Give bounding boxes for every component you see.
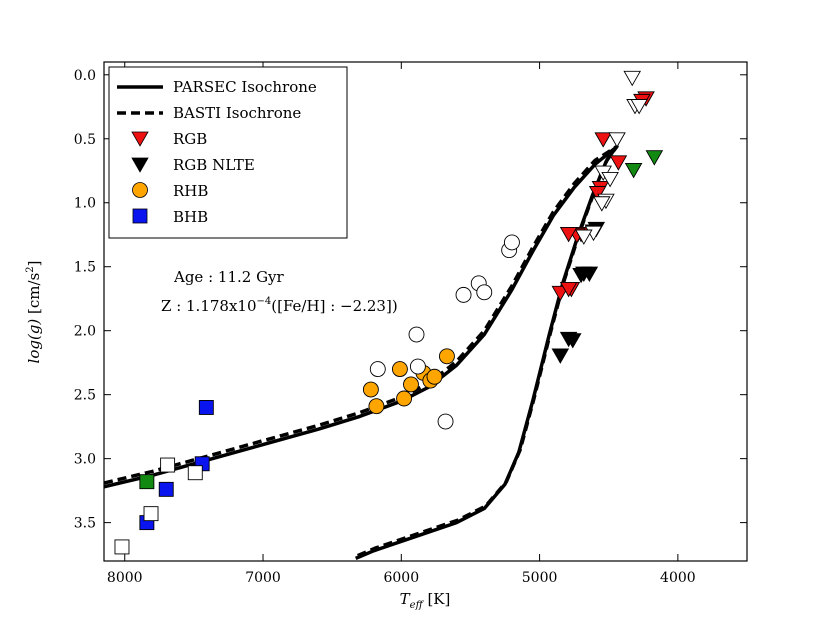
legend-rgb-nlte-marker [131,157,149,173]
bhb-green-point [139,474,155,490]
legend-label-bhb: BHB [173,208,208,226]
rhb-point [426,368,443,385]
rgb-open-point [593,196,611,212]
rhb-open-point [476,284,493,301]
rgb-point [609,155,628,171]
legend-bhb-marker [132,208,148,224]
bhb-point [198,400,214,415]
y-tick-label: 3.5 [74,516,96,532]
rhb-point [403,376,419,393]
rgb-open-point [630,99,648,115]
rgb-open-point [608,132,626,148]
y-tick-label: 1.0 [74,196,96,212]
legend: PARSEC Isochrone BASTI Isochrone RGB RGB… [108,66,348,239]
y-tick-label: 2.0 [74,324,96,340]
bhb-point [158,481,174,497]
rhb-point [362,381,379,398]
rgb-open-point [601,171,619,188]
y-axis-label: log(g) [cm/s2] [25,261,43,364]
rgb-open-point [575,229,593,245]
rhb-point [368,398,385,415]
rgb-point [588,186,607,202]
rgb-green-point [645,150,664,166]
x-tick-label: 4000 [660,570,696,586]
legend-rhb-marker [132,182,148,198]
bhb-open-point [187,465,203,481]
bhb-open-point [143,506,159,522]
rgb-point [559,227,578,243]
y-tick-label: 2.5 [74,388,96,404]
rhb-point [396,390,413,407]
x-tick-label: 6000 [383,570,419,586]
bhb-open-point [160,457,176,473]
x-tick-label: 7000 [245,570,281,586]
rgb-nlte-point [572,267,590,284]
rgb-green-point [624,163,643,179]
y-tick-label: 1.5 [74,260,96,276]
legend-label-basti: BASTI Isochrone [173,104,301,122]
plot-frame [103,61,748,562]
age-annotation: Age : 11.2 Gyr [173,268,285,286]
x-tick-label: 8000 [107,570,143,586]
rhb-open-point [409,358,426,375]
rgb-open-point [623,70,642,87]
rgb-nlte-point [563,333,582,349]
legend-label-rgb-nlte: RGB NLTE [173,156,255,174]
rhb-open-point [369,361,386,378]
rhb-open-point [455,286,472,303]
legend-label-parsec: PARSEC Isochrone [173,78,317,96]
y-tick-label: 3.0 [74,452,96,468]
basti-isochrone-line [104,144,619,558]
rhb-open-point [437,413,454,430]
rgb-point [594,132,612,148]
legend-box [108,66,348,239]
rhb-point [438,348,455,365]
data-markers [114,70,664,555]
axis-ticks: 8000 7000 6000 5000 4000 0.0 0.5 1.0 1.5 2.0 2.5 3.… [74,62,747,586]
x-axis-label: Teff [K] [400,590,451,611]
rhb-open-point [503,234,520,251]
rgb-nlte-point [551,348,570,364]
x-tick-label: 5000 [522,570,558,586]
rhb-open-point [408,326,425,343]
legend-label-rhb: RHB [173,182,208,200]
isochrone-lines [104,144,619,561]
y-tick-label: 0.0 [74,68,96,84]
metallicity-annotation: Z : 1.178x10−4([Fe/H] : −2.23]) [161,296,398,315]
bhb-open-point [114,539,130,555]
rgb-point [559,282,578,298]
y-tick-label: 0.5 [74,132,96,148]
legend-label-rgb: RGB [173,130,207,148]
legend-rgb-marker [131,131,149,147]
rhb-point [391,361,408,378]
